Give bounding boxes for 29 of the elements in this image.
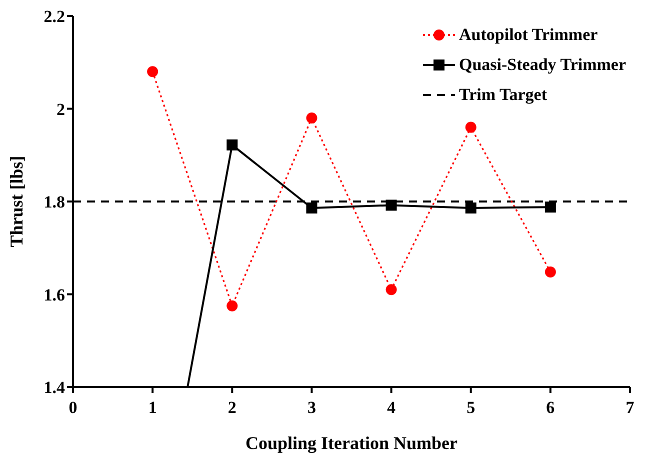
point — [226, 139, 238, 150]
x-tick-label: 6 — [546, 398, 555, 418]
point — [226, 300, 238, 312]
x-tick-label: 5 — [466, 398, 476, 418]
legend-label: Trim Target — [459, 84, 547, 106]
x-tick-label: 7 — [626, 398, 635, 418]
x-tick-label: 2 — [228, 398, 236, 418]
point — [544, 266, 556, 278]
point — [465, 202, 476, 214]
y-axis-title: Thrust [lbs] — [6, 156, 26, 248]
point — [147, 66, 158, 78]
y-tick-label: 2.2 — [44, 7, 65, 26]
y-tick-label: 1.6 — [44, 285, 65, 304]
point — [386, 200, 397, 211]
point — [386, 284, 397, 296]
point — [544, 202, 556, 213]
x-tick-label: 0 — [68, 398, 78, 418]
x-tick-label: 3 — [307, 398, 316, 418]
x-tick-label: 4 — [387, 398, 396, 418]
y-tick-label: 1.4 — [44, 378, 66, 398]
x-axis-title: Coupling Iteration Number — [245, 433, 458, 453]
x-tick-label: 1 — [148, 398, 157, 418]
y-tick-label: 2 — [56, 100, 65, 119]
point — [306, 112, 318, 124]
point — [465, 122, 476, 133]
point — [306, 202, 318, 214]
y-tick-label: 1.8 — [44, 192, 65, 212]
legend-label: Autopilot Trimmer — [459, 24, 598, 46]
legend-label: Quasi-Steady Trimmer — [459, 54, 626, 76]
